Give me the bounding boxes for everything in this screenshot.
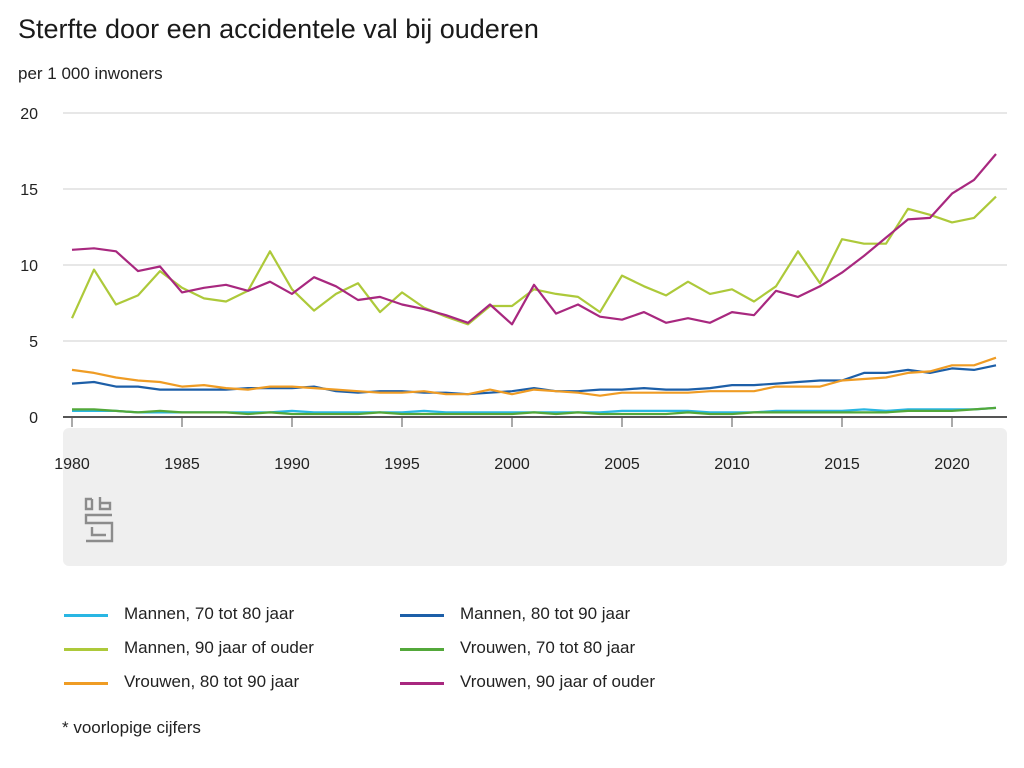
legend-label: Vrouwen, 80 tot 90 jaar <box>124 672 300 691</box>
legend-label: Vrouwen, 70 tot 80 jaar <box>460 638 636 657</box>
legend-label: Mannen, 80 tot 90 jaar <box>460 604 631 623</box>
legend-swatch <box>400 648 444 651</box>
y-axis-unit: per 1 000 inwoners <box>18 64 163 83</box>
x-tick-label: 2000 <box>494 456 530 473</box>
x-tick-label: 2020 <box>934 456 970 473</box>
y-tick-label: 0 <box>29 410 38 427</box>
grid <box>63 112 1007 342</box>
legend-label: Mannen, 90 jaar of ouder <box>124 638 314 657</box>
legend-label: Mannen, 70 tot 80 jaar <box>124 604 295 623</box>
legend-swatch <box>64 648 108 651</box>
line-chart: 0 5 10 15 20 1980 1985 1990 1995 2000 2005 2010 201… <box>20 106 1007 566</box>
legend-swatch <box>64 614 108 617</box>
series-line-3 <box>70 195 997 326</box>
x-tick-label: 2010 <box>714 456 750 473</box>
x-tick-label: 1995 <box>384 456 420 473</box>
series-line-5 <box>71 356 997 397</box>
x-tick-label: 1985 <box>164 456 200 473</box>
legend-label: Vrouwen, 90 jaar of ouder <box>460 672 655 691</box>
footnote: * voorlopige cijfers <box>62 718 201 737</box>
series-lines <box>70 153 997 416</box>
x-tick-label: 1990 <box>274 456 310 473</box>
x-tick-label: 2005 <box>604 456 640 473</box>
series-line-4 <box>72 406 997 416</box>
legend-swatch <box>64 682 108 685</box>
y-tick-label: 15 <box>20 182 38 199</box>
y-tick-label: 20 <box>20 106 38 123</box>
chart-footer-panel <box>63 428 1007 566</box>
series-line-6 <box>71 153 997 326</box>
x-tick-label: 1980 <box>54 456 90 473</box>
cbs-logo-icon <box>84 497 114 543</box>
chart-title: Sterfte door een accidentele val bij oud… <box>18 14 539 44</box>
y-tick-label: 10 <box>20 258 38 275</box>
x-axis: 1980 1985 1990 1995 2000 2005 2010 2015 2020 <box>54 416 1007 473</box>
legend-swatch <box>400 614 444 617</box>
y-axis: 0 5 10 15 20 <box>20 106 38 427</box>
x-tick-label: 2015 <box>824 456 860 473</box>
y-tick-label: 5 <box>29 334 38 351</box>
legend-swatch <box>400 682 444 685</box>
